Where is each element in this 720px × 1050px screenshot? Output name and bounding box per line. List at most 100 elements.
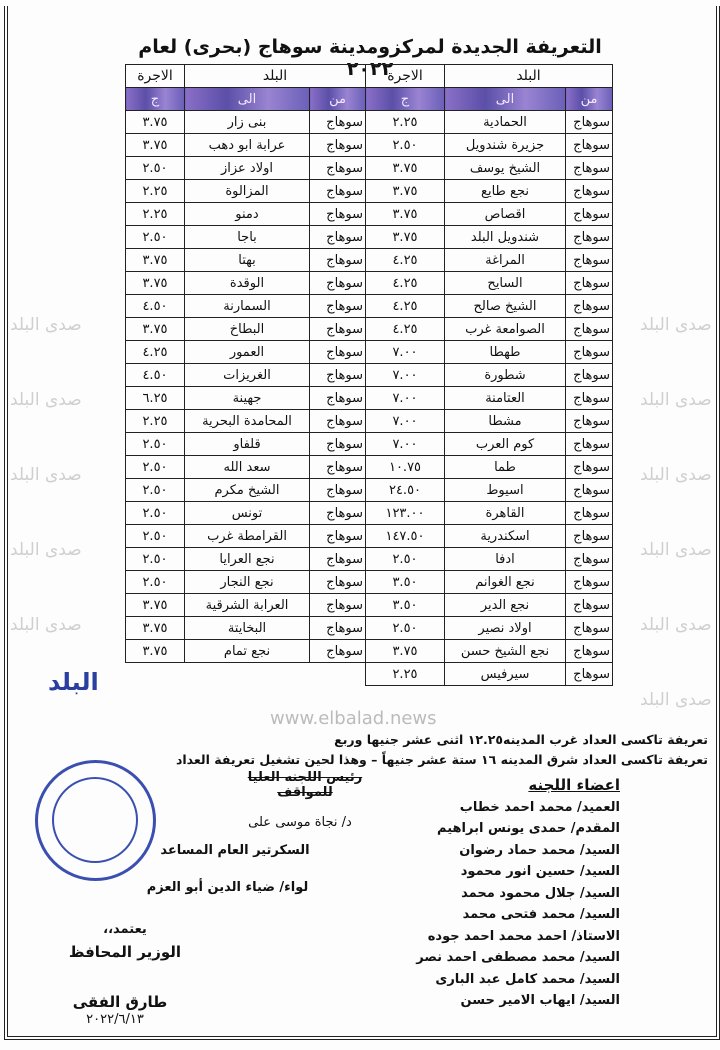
cell-from: سوهاج (309, 225, 366, 249)
cell-fare: ٢.٥٠ (125, 478, 185, 502)
secretary-name: لواء/ ضياء الدين أبو العزم (146, 880, 309, 895)
cell-to: عرابة ابو دهب (184, 133, 310, 157)
header-from: من (565, 87, 613, 111)
cell-fare: ٧.٠٠ (365, 409, 445, 433)
cell-fare: ٤.٢٥ (125, 340, 185, 364)
cell-to: نجع العرايا (184, 547, 310, 571)
table-row: سوهاج دمنو ٢.٢٥ (125, 202, 366, 226)
cell-to: نجع طايع (444, 179, 566, 203)
table-row: سوهاج اسكندرية ١٤٧.٥٠ (365, 524, 613, 548)
cell-fare: ٢.٥٠ (125, 225, 185, 249)
table-row: سوهاج سعد الله ٢.٥٠ (125, 455, 366, 479)
cell-from: سوهاج (309, 547, 366, 571)
cell-from: سوهاج (309, 294, 366, 318)
table-row: سوهاج القرامطة غرب ٢.٥٠ (125, 524, 366, 548)
cell-to: قلفاو (184, 432, 310, 456)
cell-fare: ١٤٧.٥٠ (365, 524, 445, 548)
cell-from: سوهاج (309, 271, 366, 295)
cell-fare: ٣.٧٥ (365, 179, 445, 203)
approval-date: ٢٠٢٢/٦/١٣ (86, 1012, 144, 1027)
cell-fare: ٣.٥٠ (365, 593, 445, 617)
table-row: سوهاج طما ١٠.٧٥ (365, 455, 613, 479)
approved-label: يعتمد،، (103, 922, 147, 937)
watermark: صدى البلد (10, 465, 82, 485)
table-row: سوهاج بنى زار ٣.٧٥ (125, 110, 366, 134)
table-row: سوهاج عرابة ابو دهب ٣.٧٥ (125, 133, 366, 157)
cell-fare: ٣.٧٥ (125, 271, 185, 295)
cell-to: القرامطة غرب (184, 524, 310, 548)
cell-fare: ٣.٧٥ (125, 110, 185, 134)
cell-fare: ٣.٧٥ (125, 248, 185, 272)
cell-from: سوهاج (309, 616, 366, 640)
table-row: سوهاج العرابة الشرقية ٣.٧٥ (125, 593, 366, 617)
header-to: الى (444, 87, 566, 111)
cell-from: سوهاج (565, 478, 613, 502)
cell-from: سوهاج (309, 133, 366, 157)
cell-from: سوهاج (309, 202, 366, 226)
governor-title: الوزير المحافظ (68, 943, 182, 961)
cell-fare: ٤.٢٥ (365, 317, 445, 341)
cell-from: سوهاج (309, 432, 366, 456)
cell-from: سوهاج (565, 294, 613, 318)
website-watermark: www.elbalad.news (270, 708, 437, 729)
watermark: صدى البلد (640, 615, 712, 635)
cell-to: الشيخ صالح (444, 294, 566, 318)
cell-from: سوهاج (565, 616, 613, 640)
cell-fare: ٢.٢٥ (365, 662, 445, 686)
elbalad-logo: البلد (48, 668, 99, 696)
cell-from: سوهاج (309, 524, 366, 548)
cell-fare: ٢.٥٠ (125, 524, 185, 548)
table-row: سوهاج اقصاص ٣.٧٥ (365, 202, 613, 226)
cell-to: شندويل البلد (444, 225, 566, 249)
committee-member: السيد/ حسين انور محمود (460, 864, 620, 879)
cell-fare: ٢٤.٥٠ (365, 478, 445, 502)
cell-fare: ٢.٥٠ (125, 432, 185, 456)
cell-to: نجع الدير (444, 593, 566, 617)
cell-to: المراغة (444, 248, 566, 272)
cell-fare: ٤.٥٠ (125, 294, 185, 318)
cell-fare: ٤.٢٥ (365, 294, 445, 318)
table-row: سوهاج الصوامعة غرب ٤.٢٥ (365, 317, 613, 341)
table-row: سوهاج الشيخ مكرم ٢.٥٠ (125, 478, 366, 502)
table-row: سوهاج الحمادية ٢.٢٥ (365, 110, 613, 134)
header-town: البلد (184, 64, 366, 88)
cell-to: الغريزات (184, 363, 310, 387)
cell-to: مشطا (444, 409, 566, 433)
watermark: صدى البلد (640, 690, 712, 710)
cell-from: سوهاج (565, 386, 613, 410)
cell-from: سوهاج (309, 363, 366, 387)
table-row: سوهاج نجع تمام ٣.٧٥ (125, 639, 366, 663)
cell-from: سوهاج (309, 455, 366, 479)
cell-fare: ٢.٥٠ (125, 156, 185, 180)
header-currency: ج (365, 87, 445, 111)
cell-fare: ٣.٧٥ (365, 225, 445, 249)
table-row: سوهاج نجع العرايا ٢.٥٠ (125, 547, 366, 571)
cell-from: سوهاج (309, 501, 366, 525)
watermark: صدى البلد (640, 465, 712, 485)
cell-to: بهتا (184, 248, 310, 272)
cell-from: سوهاج (309, 639, 366, 663)
cell-from: سوهاج (309, 593, 366, 617)
chair-title: رئيس اللجنه العليا للمواقف (247, 770, 363, 800)
cell-to: بنى زار (184, 110, 310, 134)
table-row: سوهاج الشيخ صالح ٤.٢٥ (365, 294, 613, 318)
cell-fare: ٣.٧٥ (125, 616, 185, 640)
cell-from: سوهاج (565, 317, 613, 341)
cell-to: اولاد عزاز (184, 156, 310, 180)
cell-from: سوهاج (565, 639, 613, 663)
committee-member: العميد/ محمد احمد خطاب (459, 799, 620, 815)
cell-to: العمور (184, 340, 310, 364)
cell-to: الوقدة (184, 271, 310, 295)
cell-fare: ٤.٢٥ (365, 248, 445, 272)
cell-fare: ٢.٢٥ (365, 110, 445, 134)
table-row: سوهاج طهطا ٧.٠٠ (365, 340, 613, 364)
table-row: سوهاج الغريزات ٤.٥٠ (125, 363, 366, 387)
cell-fare: ١٠.٧٥ (365, 455, 445, 479)
cell-to: دمنو (184, 202, 310, 226)
cell-fare: ٢.٥٠ (125, 547, 185, 571)
cell-from: سوهاج (565, 662, 613, 686)
cell-fare: ٣.٧٥ (125, 133, 185, 157)
cell-fare: ٣.٥٠ (365, 570, 445, 594)
cell-to: السمارنة (184, 294, 310, 318)
